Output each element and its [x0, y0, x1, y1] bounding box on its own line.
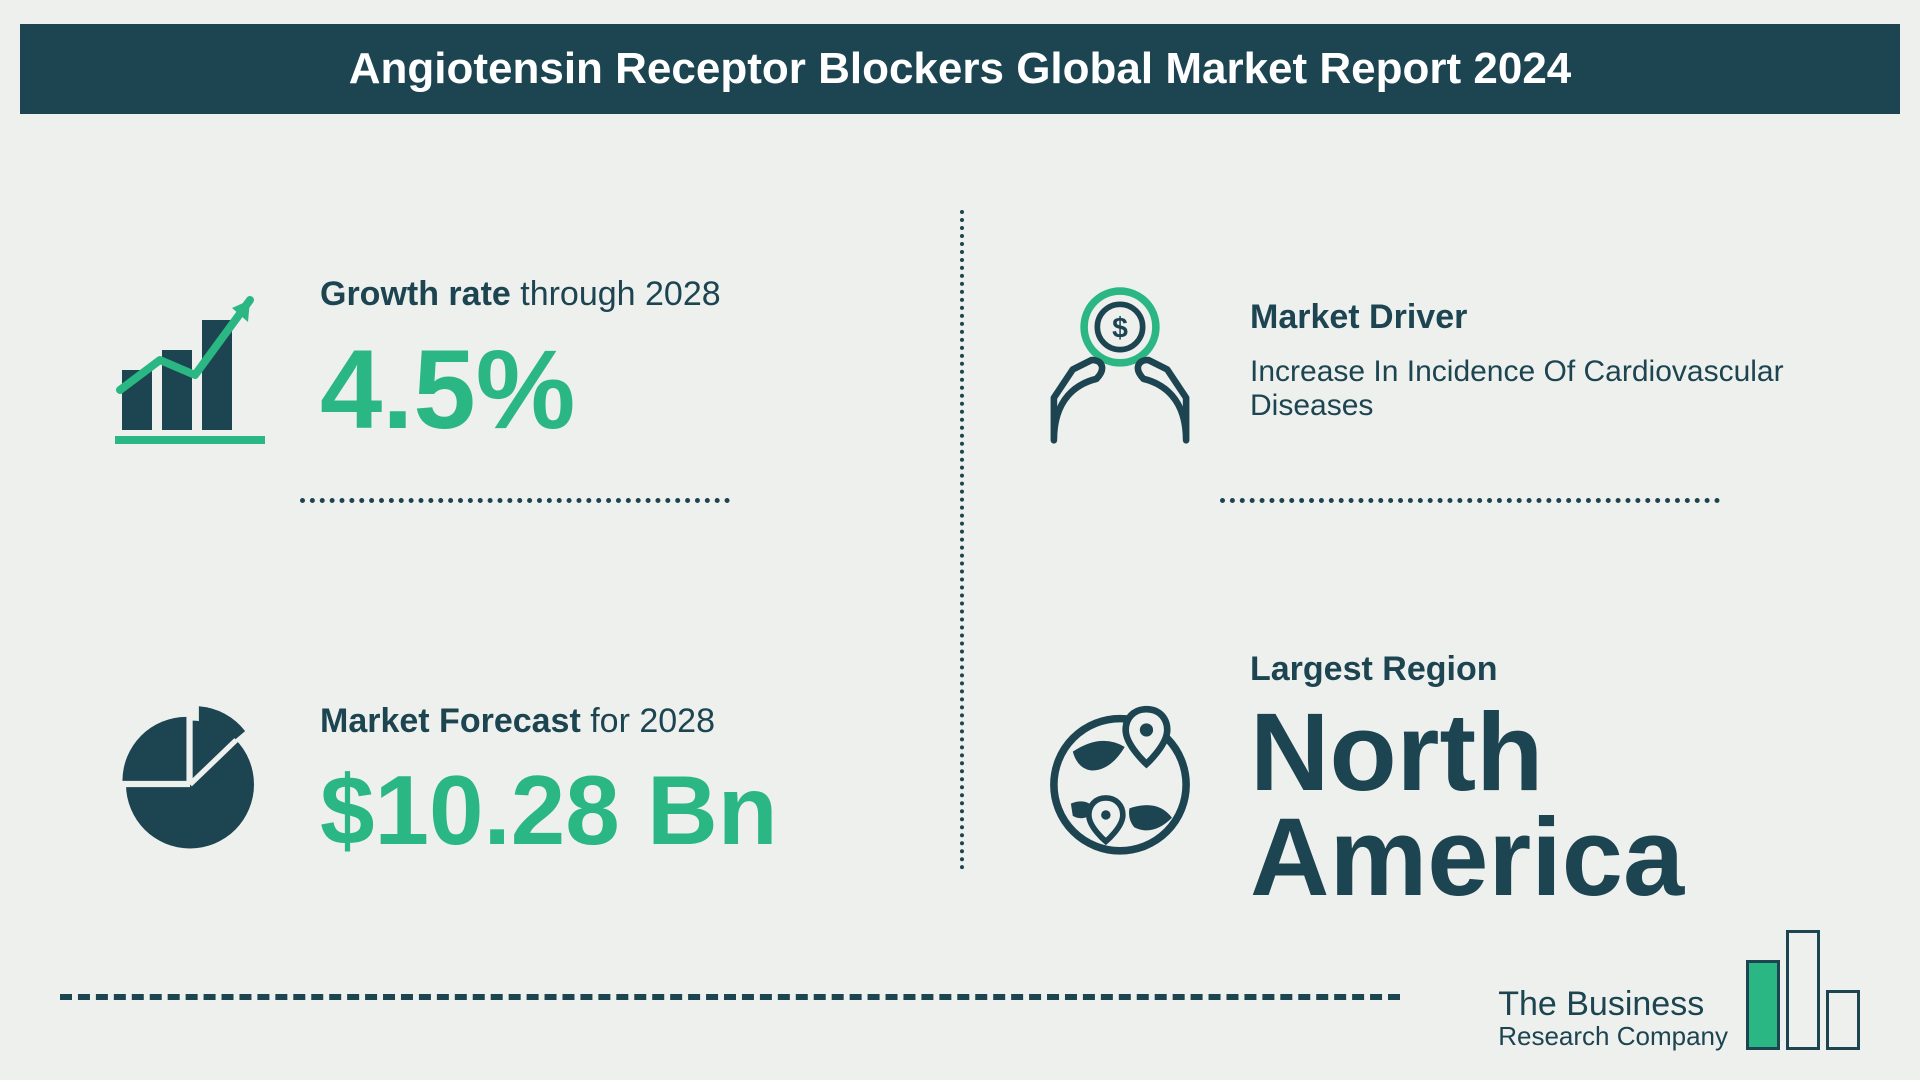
- region-value: NorthAmerica: [1250, 701, 1820, 910]
- bottom-dashed-rule: [60, 994, 1400, 1000]
- quadrant-forecast: Market Forecast for 2028 $10.28 Bn: [60, 590, 930, 970]
- forecast-value: $10.28 Bn: [320, 761, 890, 859]
- logo-bars-icon: [1746, 930, 1860, 1050]
- logo-text: The Business Research Company: [1498, 987, 1728, 1050]
- hands-coin-icon: $: [1030, 270, 1210, 450]
- quadrant-driver: $ Market Driver Increase In Incidence Of…: [990, 170, 1860, 550]
- growth-label: Growth rate through 2028: [320, 275, 890, 314]
- title-bar: Angiotensin Receptor Blockers Global Mar…: [20, 24, 1900, 114]
- forecast-label: Market Forecast for 2028: [320, 702, 890, 741]
- growth-chart-icon: [100, 270, 280, 450]
- driver-label: Market Driver: [1250, 298, 1820, 337]
- region-label: Largest Region: [1250, 650, 1820, 689]
- quadrant-growth: Growth rate through 2028 4.5%: [60, 170, 930, 550]
- infographic-canvas: Angiotensin Receptor Blockers Global Mar…: [0, 0, 1920, 1080]
- pie-chart-icon: [100, 690, 280, 870]
- content-grid: Growth rate through 2028 4.5% $ Market D…: [60, 170, 1860, 970]
- company-logo: The Business Research Company: [1498, 930, 1860, 1050]
- svg-text:$: $: [1112, 312, 1128, 344]
- globe-pin-icon: [1030, 690, 1210, 870]
- driver-text: Increase In Incidence Of Cardiovascular …: [1250, 355, 1820, 423]
- quadrant-region: Largest Region NorthAmerica: [990, 590, 1860, 970]
- title-text: Angiotensin Receptor Blockers Global Mar…: [349, 44, 1572, 94]
- growth-value: 4.5%: [320, 334, 890, 446]
